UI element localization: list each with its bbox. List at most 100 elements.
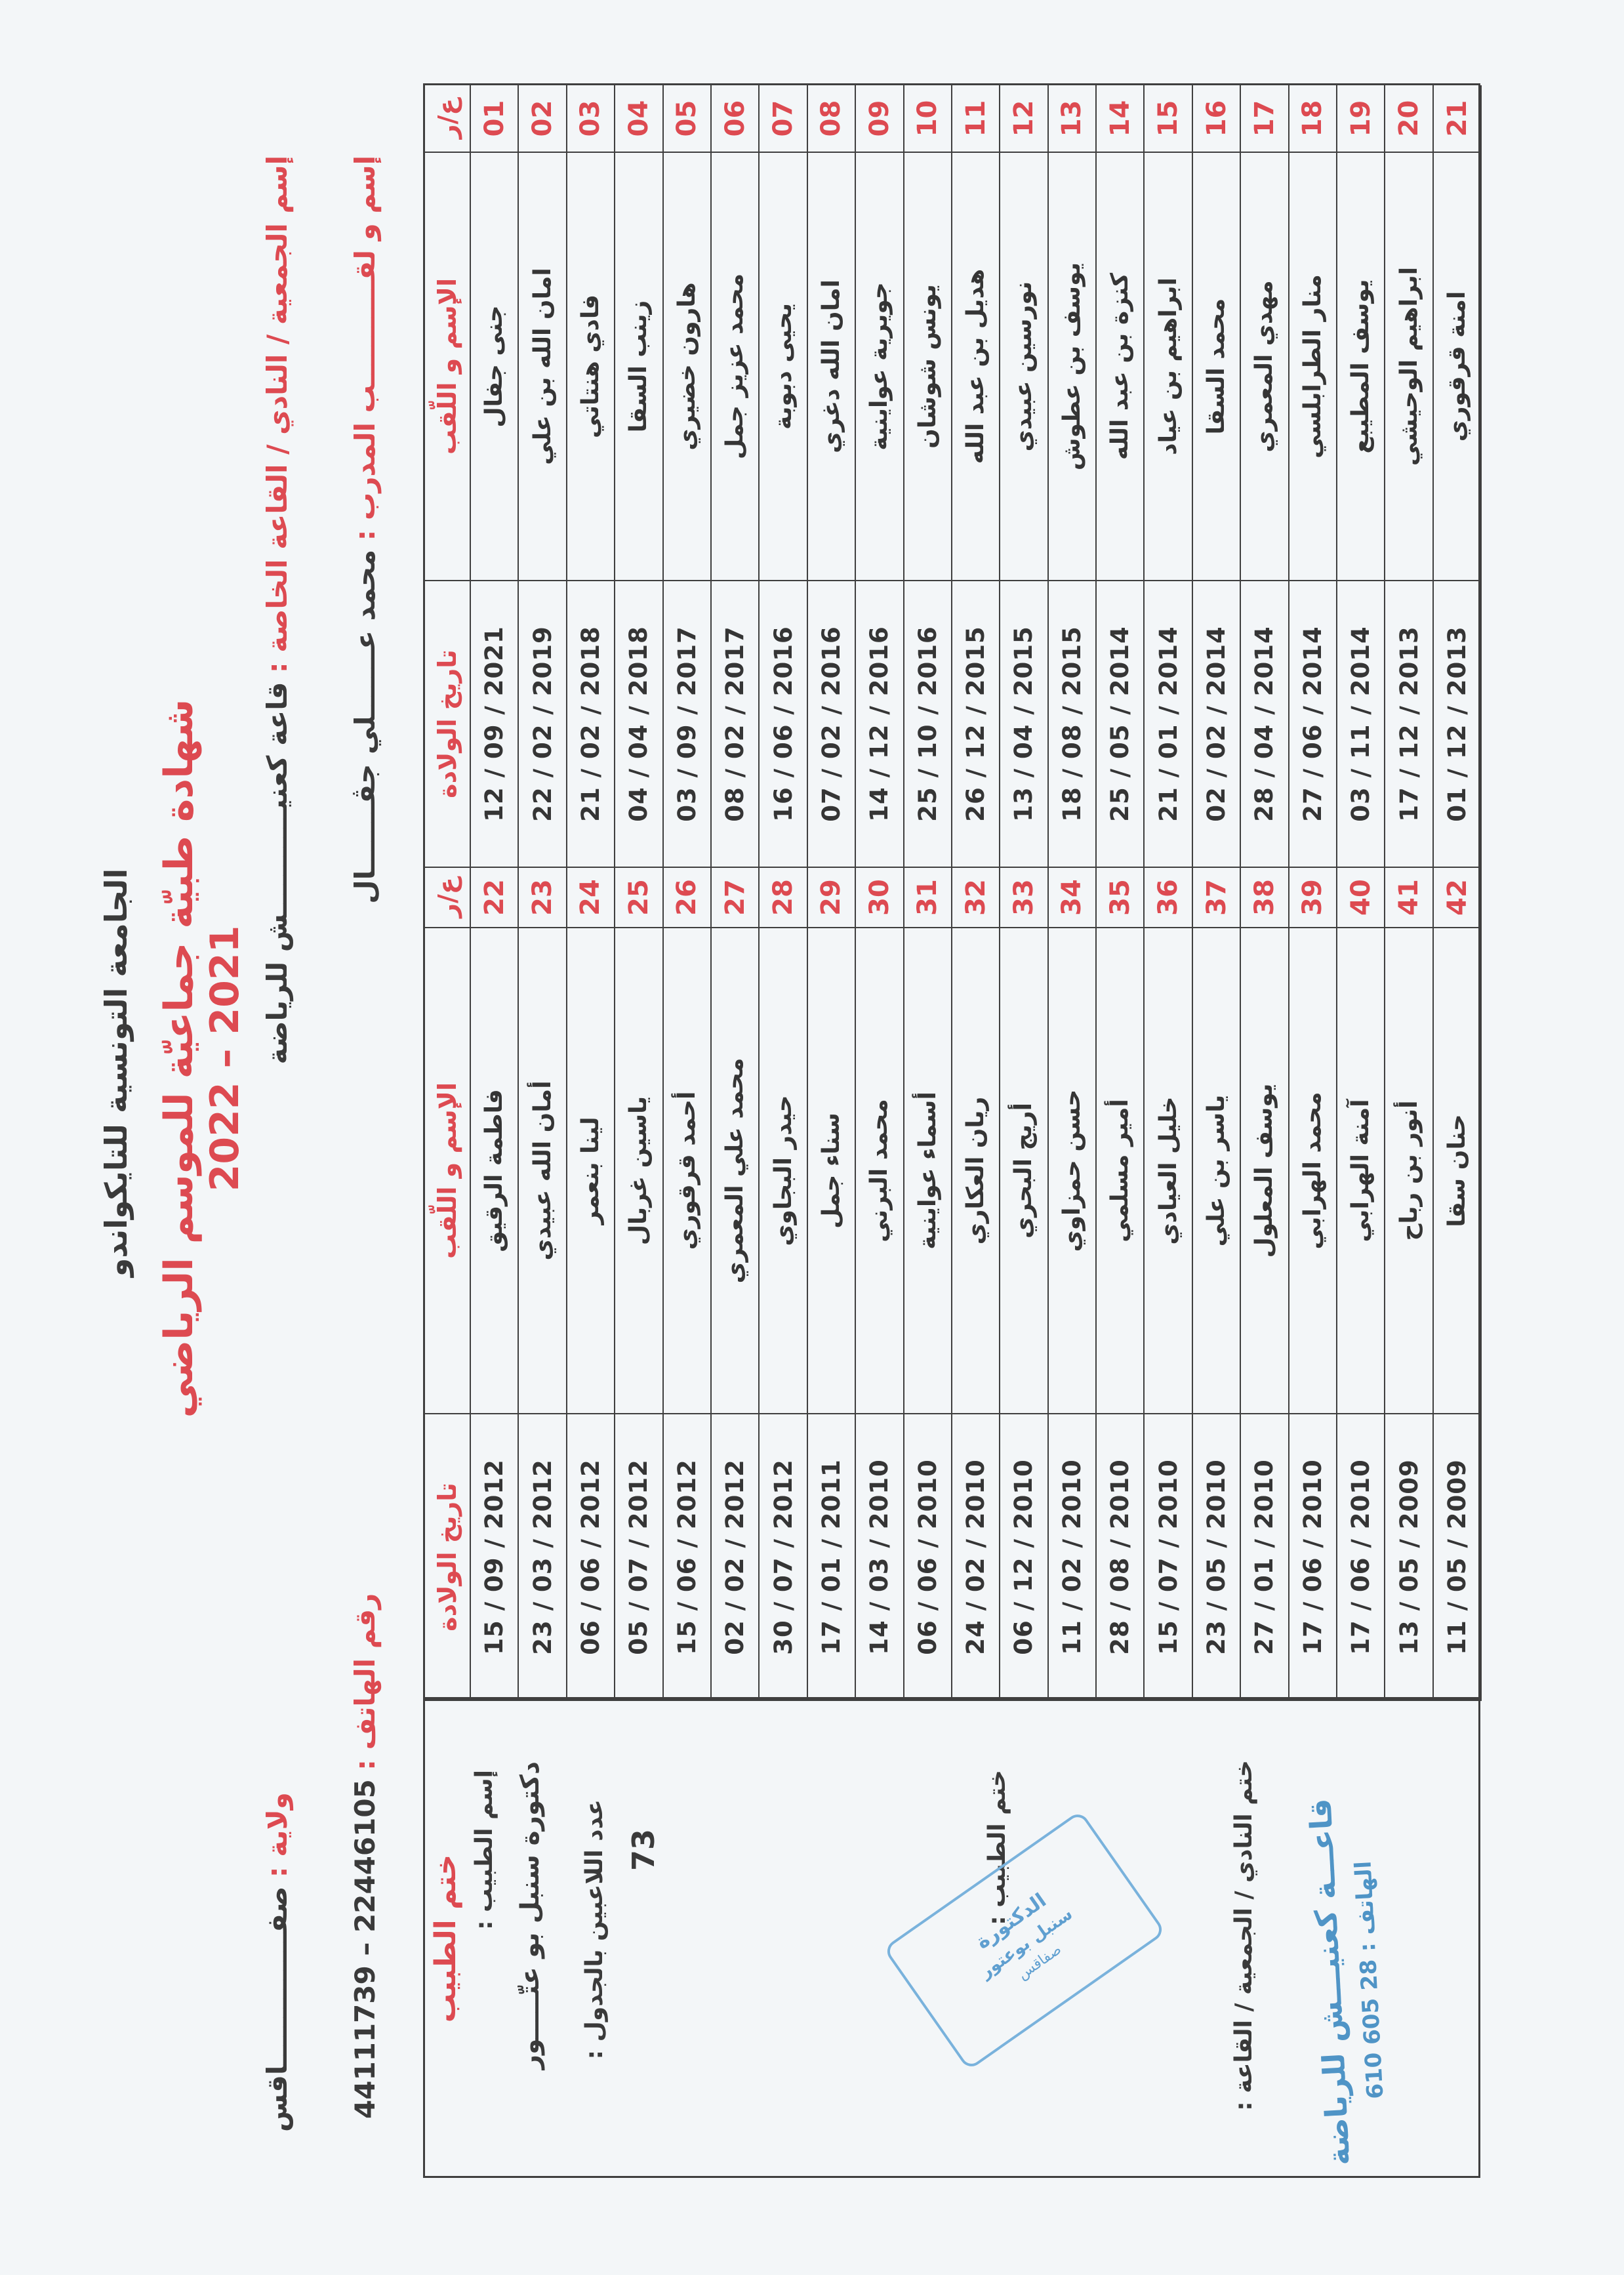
player-dob: 17 / 06 / 2010 (1289, 1414, 1338, 1701)
player-dob: 22 / 02 / 2019 (519, 581, 567, 868)
player-num: 15 (1145, 85, 1193, 153)
player-name: أنور بن رباح (1385, 928, 1434, 1414)
wilaya-label: ولاية : (261, 1792, 293, 1878)
player-dob: 04 / 04 / 2018 (615, 581, 664, 868)
players-count-label: عدد اللاعبين بالجدول : (581, 1799, 608, 2060)
doctor-stamp-title: ختم الطبيب (429, 1854, 462, 2023)
player-name: حنان سقا (1433, 928, 1482, 1414)
club-line: إسم الجمعية / النادي / القاعة الخاصة : ق… (261, 155, 303, 2132)
player-name: هارون خضيري (663, 153, 712, 581)
player-name: أمير مسلمي (1097, 928, 1145, 1414)
player-name: يحيى دبوبة (760, 153, 808, 581)
player-num: 07 (760, 85, 808, 153)
player-num: 18 (1289, 85, 1338, 153)
player-dob: 15 / 09 / 2012 (471, 1414, 519, 1701)
player-name: ابراهيم الوحيشي (1385, 153, 1434, 581)
player-dob: 11 / 02 / 2010 (1048, 1414, 1097, 1701)
player-dob: 11 / 05 / 2009 (1433, 1414, 1482, 1701)
table-header-num-2: ع/ر (425, 868, 471, 928)
player-name: مهدي المعمري (1241, 153, 1289, 581)
players-count-value: 73 (626, 1829, 661, 1872)
player-dob: 14 / 12 / 2016 (856, 581, 904, 868)
player-name: ياسين غربال (615, 928, 664, 1414)
player-dob: 06 / 06 / 2010 (904, 1414, 952, 1701)
player-num: 01 (471, 85, 519, 153)
player-dob: 27 / 01 / 2010 (1241, 1414, 1289, 1701)
signature-box: ختم الطبيب إسم الطبيب : دكتورة سنبل بو ع… (423, 1699, 1480, 2178)
player-num: 41 (1385, 868, 1434, 928)
player-name: يونس شوشان (904, 153, 952, 581)
club-stamp-text-1: قاعـــة كعنيـــش للرياضة (1302, 1797, 1357, 2167)
player-dob: 08 / 02 / 2017 (711, 581, 760, 868)
phone-label: رقم الهاتف : (349, 1593, 381, 1771)
player-dob: 13 / 05 / 2009 (1385, 1414, 1434, 1701)
player-num: 11 (952, 85, 1001, 153)
player-dob: 17 / 12 / 2013 (1385, 581, 1434, 868)
player-name: يوسف المعلول (1241, 928, 1289, 1414)
federation-title: الجامعة التونسية للتايكواندو (98, 868, 134, 1277)
player-num: 32 (952, 868, 1001, 928)
player-name: محمد الهرابي (1289, 928, 1338, 1414)
club-line-left-group: ولاية : صفــــــــــــــاقس (261, 1792, 293, 2132)
player-name: جنى جفال (471, 153, 519, 581)
coach-line-right-group: إسم و لقـــــــــــب المدرب : محمد عــــ… (349, 155, 381, 904)
player-dob: 03 / 11 / 2014 (1337, 581, 1386, 868)
player-num: 26 (663, 868, 712, 928)
player-num: 42 (1433, 868, 1482, 928)
player-dob: 23 / 03 / 2012 (519, 1414, 567, 1701)
player-num: 24 (567, 868, 616, 928)
player-num: 20 (1385, 85, 1434, 153)
doctor-name-label: إسم الطبيب : (471, 1770, 498, 1930)
player-num: 23 (519, 868, 567, 928)
player-name: زينب السقا (615, 153, 664, 581)
player-num: 16 (1192, 85, 1242, 153)
player-num: 39 (1289, 868, 1338, 928)
player-dob: 23 / 05 / 2010 (1192, 1414, 1242, 1701)
player-name: حيدر البجاوي (760, 928, 808, 1414)
player-name: امنة قرقوري (1433, 153, 1482, 581)
player-dob: 27 / 06 / 2014 (1289, 581, 1338, 868)
phone-value: 44111739 – 22446105 (349, 1779, 381, 2119)
player-name: امان الله دغري (807, 153, 857, 581)
player-num: 10 (904, 85, 952, 153)
player-num: 09 (856, 85, 904, 153)
player-dob: 02 / 02 / 2014 (1192, 581, 1242, 868)
player-num: 17 (1241, 85, 1289, 153)
player-num: 33 (1000, 868, 1049, 928)
player-dob: 25 / 05 / 2014 (1097, 581, 1145, 868)
player-name: منار الطرابلسي (1289, 153, 1338, 581)
player-name: خليل العيادي (1145, 928, 1193, 1414)
player-dob: 01 / 12 / 2013 (1433, 581, 1482, 868)
doctor-name-value: دكتورة سنبل بو عتّـــــور (516, 1761, 545, 2070)
table-header-num: ع/ر (425, 85, 471, 153)
player-num: 30 (856, 868, 904, 928)
table-header-name-2: الإسم و اللّقب (425, 928, 471, 1414)
certificate-title: شهادة طبيّة جماعيّة للموسم الرياضي 2021 … (156, 699, 248, 1418)
player-name: أسماء عواينية (904, 928, 952, 1414)
player-name: نورسين عبيدي (1000, 153, 1049, 581)
club-line-right-group: إسم الجمعية / النادي / القاعة الخاصة : ق… (261, 155, 293, 1065)
player-num: 40 (1337, 868, 1386, 928)
player-name: حسن حمزاوي (1048, 928, 1097, 1414)
player-dob: 03 / 09 / 2017 (663, 581, 712, 868)
player-name: أريج البحري (1000, 928, 1049, 1414)
player-num: 27 (711, 868, 760, 928)
player-num: 03 (567, 85, 616, 153)
player-name: أمان الله عبيدي (519, 928, 567, 1414)
player-num: 05 (663, 85, 712, 153)
player-num: 19 (1337, 85, 1386, 153)
player-name: يوسف المطيبع (1337, 153, 1386, 581)
player-num: 08 (807, 85, 857, 153)
player-name: محمد البرني (856, 928, 904, 1414)
player-name: محمد عزيز جمل (711, 153, 760, 581)
coach-line: إسم و لقـــــــــــب المدرب : محمد عــــ… (349, 155, 391, 2119)
player-dob: 16 / 06 / 2016 (760, 581, 808, 868)
player-num: 25 (615, 868, 664, 928)
player-name: ريان العكاري (952, 928, 1001, 1414)
player-name: سناء جمل (807, 928, 857, 1414)
table-header-dob-2: تاريخ الولادة (425, 1414, 471, 1701)
table-header-name: الإسم و اللّقب (425, 153, 471, 581)
player-dob: 14 / 03 / 2010 (856, 1414, 904, 1701)
coach-label: إسم و لقـــــــــــب المدرب : (349, 155, 381, 541)
player-num: 38 (1241, 868, 1289, 928)
